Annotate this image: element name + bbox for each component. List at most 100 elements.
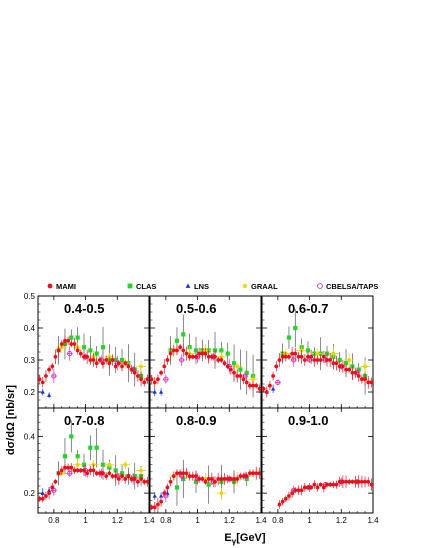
data-point bbox=[69, 434, 74, 439]
x-tick-label: 1.4 bbox=[255, 516, 267, 525]
panel-label: 0.6-0.7 bbox=[288, 301, 328, 316]
data-point bbox=[56, 348, 61, 353]
data-point bbox=[159, 389, 164, 394]
data-point bbox=[244, 370, 249, 375]
data-point bbox=[277, 502, 282, 507]
data-point bbox=[347, 479, 352, 484]
data-point bbox=[156, 377, 160, 382]
data-point bbox=[59, 468, 64, 473]
data-point bbox=[113, 474, 118, 479]
data-point bbox=[209, 477, 214, 481]
data-point bbox=[75, 454, 80, 459]
data-point bbox=[194, 474, 198, 479]
data-point bbox=[347, 357, 352, 363]
data-point bbox=[356, 367, 361, 372]
data-point bbox=[353, 479, 358, 484]
legend-label: CLAS bbox=[136, 282, 156, 291]
data-point bbox=[184, 351, 189, 356]
data-point bbox=[152, 380, 157, 385]
data-point bbox=[334, 482, 339, 487]
legend-marker bbox=[185, 283, 191, 288]
data-point bbox=[123, 361, 128, 366]
data-point bbox=[362, 364, 368, 369]
data-point bbox=[306, 354, 310, 359]
data-point bbox=[104, 474, 109, 479]
data-point bbox=[271, 374, 275, 378]
data-point bbox=[340, 479, 345, 484]
data-point bbox=[190, 474, 195, 479]
panel-data bbox=[38, 420, 149, 503]
series-mami bbox=[262, 346, 373, 398]
data-point bbox=[85, 354, 90, 359]
data-point bbox=[97, 358, 102, 362]
data-point bbox=[91, 468, 96, 473]
data-point bbox=[291, 357, 297, 363]
data-point bbox=[337, 364, 342, 369]
data-point bbox=[85, 471, 90, 476]
data-point bbox=[69, 465, 74, 470]
x-tick-label: 1 bbox=[195, 516, 200, 525]
data-point bbox=[38, 496, 42, 501]
data-point bbox=[107, 354, 112, 359]
data-point bbox=[119, 471, 125, 476]
data-point bbox=[40, 496, 45, 501]
data-point bbox=[94, 445, 99, 450]
panel-label: 0.7-0.8 bbox=[64, 413, 104, 428]
data-point bbox=[159, 499, 164, 504]
data-point bbox=[350, 370, 355, 375]
data-point bbox=[47, 367, 51, 372]
series-lns bbox=[40, 388, 52, 399]
data-point bbox=[181, 332, 186, 337]
data-point bbox=[152, 505, 157, 510]
data-point bbox=[200, 477, 205, 481]
data-point bbox=[107, 471, 112, 476]
data-point bbox=[75, 335, 80, 340]
data-point bbox=[69, 342, 74, 346]
legend-label: LNS bbox=[194, 282, 209, 291]
data-point bbox=[47, 491, 51, 496]
data-point bbox=[174, 338, 180, 343]
data-point bbox=[139, 477, 143, 481]
data-point bbox=[119, 357, 125, 363]
data-point bbox=[145, 479, 149, 484]
data-point bbox=[268, 383, 272, 388]
panel-data bbox=[262, 308, 373, 398]
data-point bbox=[66, 465, 71, 470]
data-point bbox=[53, 479, 58, 484]
y-tick-label: 0.4 bbox=[24, 324, 36, 333]
data-point bbox=[225, 364, 230, 369]
data-point bbox=[222, 361, 227, 366]
data-point bbox=[165, 358, 170, 362]
data-point bbox=[251, 383, 255, 388]
data-point bbox=[318, 358, 323, 362]
panel-0.7-0.8: 0.8 1 1.2 1.4 0.2 0.4 0.7-0.8 bbox=[24, 407, 155, 525]
data-point bbox=[347, 367, 352, 372]
data-point bbox=[262, 386, 266, 391]
data-point bbox=[299, 354, 304, 359]
x-tick-label: 1 bbox=[83, 516, 88, 525]
data-point bbox=[75, 348, 80, 353]
data-point bbox=[129, 367, 134, 372]
x-tick-label: 1.2 bbox=[224, 516, 236, 525]
data-point bbox=[184, 471, 189, 476]
legend-entry-clas: CLAS bbox=[127, 282, 156, 291]
data-point bbox=[150, 505, 154, 510]
data-point bbox=[165, 485, 170, 490]
data-point bbox=[344, 367, 348, 372]
data-point bbox=[47, 393, 52, 397]
data-point bbox=[331, 482, 336, 487]
data-point bbox=[178, 471, 183, 476]
data-point bbox=[216, 358, 221, 362]
data-point bbox=[235, 374, 240, 378]
x-tick-label: 1 bbox=[307, 516, 312, 525]
data-point bbox=[120, 364, 124, 369]
data-point bbox=[275, 379, 281, 385]
data-point bbox=[91, 358, 96, 362]
data-point bbox=[138, 364, 144, 369]
data-point bbox=[206, 477, 211, 481]
data-point bbox=[306, 485, 310, 490]
data-point bbox=[331, 351, 336, 356]
data-point bbox=[232, 370, 236, 375]
panel-label: 0.9-1.0 bbox=[288, 413, 328, 428]
data-point bbox=[287, 354, 291, 359]
